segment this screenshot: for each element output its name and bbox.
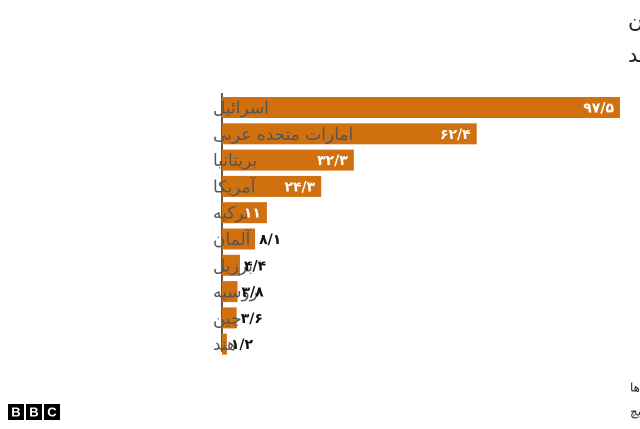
category-label: چین <box>213 309 242 329</box>
bar <box>222 228 256 250</box>
value-label: ۱/۲ <box>231 337 254 353</box>
value-label: ۳/۶ <box>241 311 263 327</box>
bar <box>222 97 620 118</box>
value-label: ۶۲/۴ <box>440 127 471 143</box>
chart-title: واکسیناسیون را داشته اند <box>628 43 640 67</box>
category-label: برزیل <box>213 256 253 276</box>
category-label: ترکیه <box>213 204 250 224</box>
value-label: ۹۷/۵ <box>583 101 614 117</box>
category-label: امارات متحده عربی <box>213 125 353 145</box>
category-label: آمریکا <box>213 175 257 197</box>
category-label: اسرائیل <box>213 99 269 119</box>
logo-letter: C <box>47 404 57 419</box>
bar <box>222 333 227 355</box>
bar <box>222 307 237 329</box>
category-label: روسیه <box>213 283 258 303</box>
chart-title: دوز واکسن در هر ۱۰۰ نفر در کشورهایی که ب… <box>628 7 640 31</box>
category-label: هند <box>213 335 236 355</box>
logo-letter: B <box>11 404 20 419</box>
category-label: آلمان <box>213 228 252 250</box>
logo-box <box>44 404 60 420</box>
value-label: ۸/۱ <box>259 232 281 248</box>
bar <box>222 281 238 303</box>
value-label: ۲۴/۳ <box>284 179 315 195</box>
value-label: ۳/۸ <box>242 285 265 301</box>
bar <box>222 254 240 276</box>
bar <box>222 149 354 171</box>
note: توجه: واکسیناسیون کل به تعداد دوزهای داد… <box>630 379 640 396</box>
logo-box <box>8 404 24 420</box>
source: منبع: Our World In Data، به روز شده: ۴ م… <box>630 405 640 420</box>
value-label: ۱۱ <box>244 206 261 222</box>
bar <box>222 175 322 197</box>
value-label: ۴/۴ <box>244 258 267 274</box>
bar <box>222 202 267 224</box>
logo-letter: B <box>29 404 38 419</box>
bar <box>222 123 477 145</box>
category-label: بریتانیا <box>213 151 257 171</box>
value-label: ۳۲/۳ <box>317 153 348 169</box>
logo-box <box>26 404 42 420</box>
